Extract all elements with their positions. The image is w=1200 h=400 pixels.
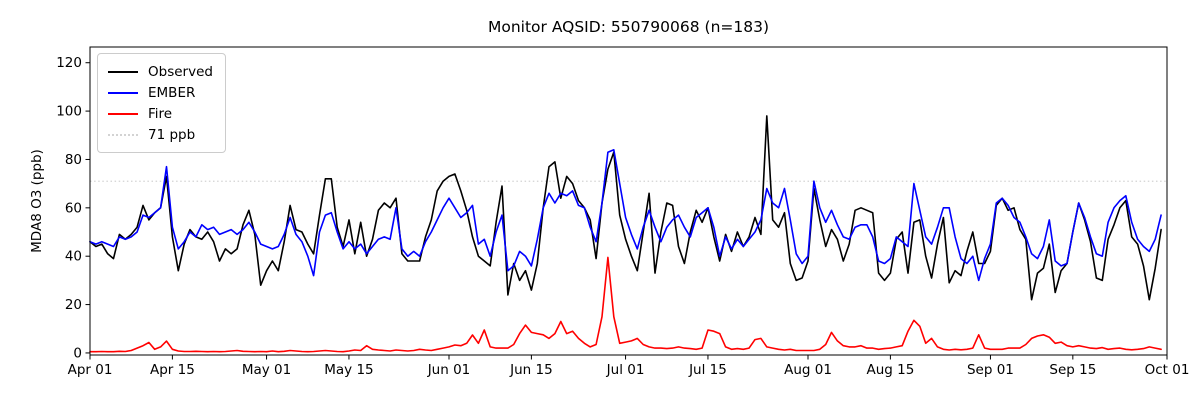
series-line-ember — [89, 149, 1162, 282]
x-tick-label: Sep 01 — [967, 362, 1014, 378]
y-tick-label: 60 — [65, 200, 82, 216]
x-tick-label: Jun 01 — [427, 362, 471, 378]
legend-line-swatch — [108, 133, 138, 136]
chart-title: Monitor AQSID: 550790068 (n=183) — [487, 18, 770, 36]
x-tick-label: Jul 01 — [606, 362, 645, 378]
legend-label: Observed — [148, 63, 213, 80]
x-axis: Apr 01 Apr 15 May 01 May 15 Jun 01 Jun 15 Jul … — [68, 355, 1190, 378]
legend-label: 71 ppb — [148, 126, 196, 143]
y-tick-label: 100 — [56, 104, 82, 120]
x-tick-label: May 15 — [324, 362, 373, 378]
x-tick-label: Jul 15 — [688, 362, 727, 378]
y-tick-label: 80 — [65, 152, 82, 168]
x-tick-label: Oct 01 — [1145, 362, 1190, 378]
legend-item-fire: Fire — [108, 103, 213, 124]
y-tick-label: 120 — [56, 55, 82, 71]
legend-label: EMBER — [148, 84, 196, 101]
x-tick-label: Sep 15 — [1049, 362, 1096, 378]
y-tick-label: 40 — [65, 249, 82, 265]
legend-line-swatch — [108, 70, 138, 73]
legend-label: Fire — [148, 105, 173, 122]
x-tick-label: May 01 — [242, 362, 291, 378]
legend-item-ember: EMBER — [108, 82, 213, 103]
legend-item-observed: Observed — [108, 61, 213, 82]
legend-item-71-ppb: 71 ppb — [108, 124, 213, 145]
plot-background — [90, 47, 1167, 355]
series-line-fire — [89, 256, 1162, 353]
plot-frame — [89, 46, 1168, 356]
legend: Observed EMBER Fire 71 ppb — [97, 53, 226, 153]
x-tick-label: Aug 01 — [784, 362, 832, 378]
x-tick-label: Apr 15 — [150, 362, 195, 378]
y-tick-label: 20 — [65, 297, 82, 313]
legend-line-swatch — [108, 112, 138, 115]
y-tick-label: 0 — [73, 345, 82, 361]
legend-line-swatch — [108, 91, 138, 94]
y-axis: 0 20 40 60 80 100 120 — [56, 55, 90, 361]
x-tick-label: Apr 01 — [68, 362, 113, 378]
x-tick-label: Jun 15 — [509, 362, 553, 378]
x-tick-label: Aug 15 — [866, 362, 914, 378]
